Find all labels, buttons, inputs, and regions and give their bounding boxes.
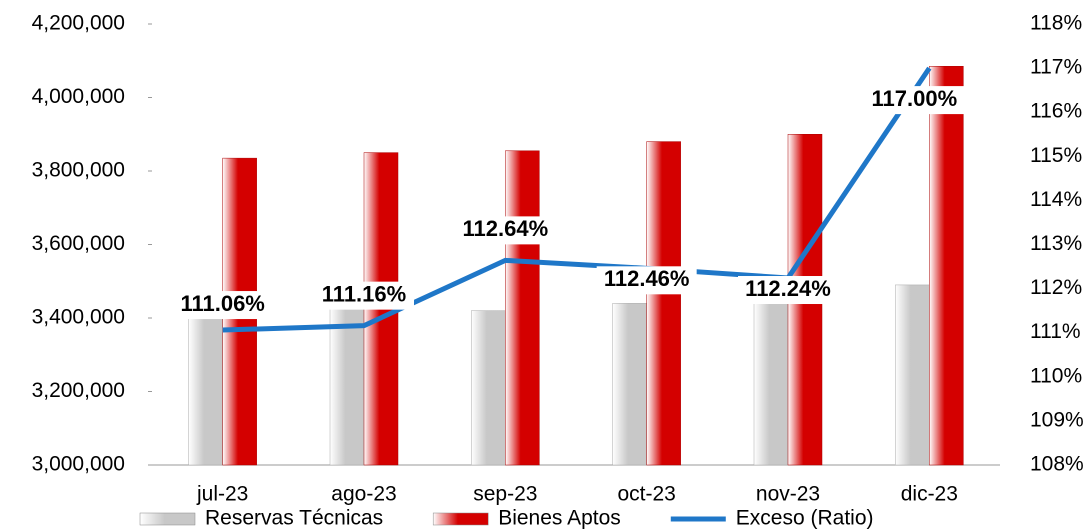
x-tick-label: nov-23	[756, 483, 820, 506]
bar	[505, 150, 540, 466]
y-tick-label: 4,200,000	[32, 12, 125, 35]
bar	[646, 141, 681, 466]
y-tick-label: 3,000,000	[32, 453, 125, 476]
x-tick-label: jul-23	[196, 483, 248, 506]
data-label-bg	[455, 216, 556, 245]
data-label: 111.16%	[322, 281, 406, 306]
y-tick-label: 3,200,000	[32, 379, 125, 402]
line	[222, 66, 932, 333]
x-tick-label: dic-23	[901, 483, 958, 506]
data-label-bg	[314, 281, 414, 310]
bar	[471, 310, 506, 466]
data-label: 117.00%	[872, 86, 958, 111]
data-label-bg	[738, 276, 838, 305]
data-label-bg	[172, 291, 273, 320]
y2-tick-label: 108%	[1030, 453, 1084, 476]
y-tick-label: 3,400,000	[32, 306, 125, 329]
data-label: 112.46%	[604, 266, 690, 291]
data-label-bg	[596, 266, 697, 295]
bar	[895, 284, 930, 466]
data-label: 112.24%	[745, 276, 831, 301]
legend-label: Exceso (Ratio)	[736, 507, 874, 530]
data-label: 111.06%	[180, 291, 264, 316]
y-tick-label: 3,800,000	[32, 159, 125, 182]
data-label: 112.64%	[463, 216, 549, 241]
bar	[612, 303, 647, 466]
bar	[929, 66, 964, 466]
x-tick-label: ago-23	[331, 483, 396, 506]
x-tick-label: sep-23	[473, 483, 537, 506]
y-tick-label: 4,000,000	[32, 85, 125, 108]
x-tick-label: oct-23	[617, 483, 675, 506]
y2-tick-label: 111%	[1030, 320, 1081, 343]
legend-label: Reservas Técnicas	[205, 507, 383, 530]
y2-tick-label: 112%	[1030, 276, 1082, 299]
bar	[329, 295, 365, 466]
bar	[753, 290, 789, 466]
data-label-bg	[864, 86, 965, 115]
y2-tick-label: 115%	[1030, 144, 1082, 167]
y2-tick-label: 117%	[1030, 56, 1082, 79]
y2-tick-label: 118%	[1030, 12, 1082, 35]
legend-swatch	[139, 512, 196, 526]
y2-tick-label: 114%	[1030, 188, 1082, 211]
legend-swatch	[432, 512, 489, 526]
y2-tick-label: 113%	[1030, 232, 1082, 255]
legend-label: Bienes Aptos	[498, 507, 621, 530]
y-tick-label: 3,600,000	[32, 232, 125, 255]
y2-tick-label: 109%	[1030, 408, 1084, 431]
y2-tick-label: 110%	[1030, 364, 1082, 387]
bar	[188, 317, 223, 466]
y2-tick-label: 116%	[1030, 100, 1082, 123]
